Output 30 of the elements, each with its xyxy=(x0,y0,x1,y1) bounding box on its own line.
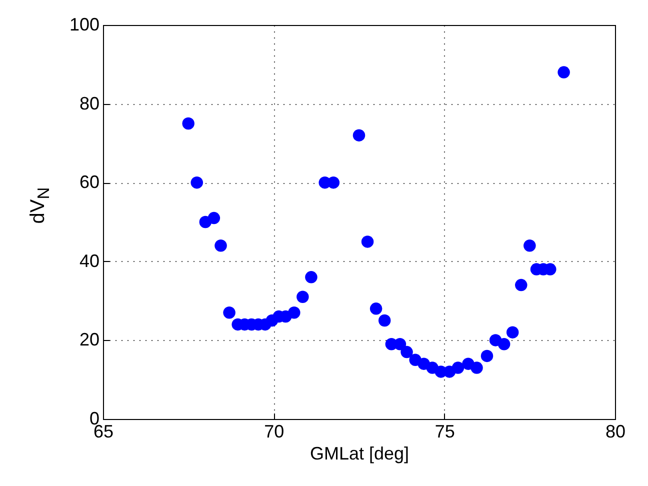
point xyxy=(305,271,318,284)
point xyxy=(214,240,227,252)
point xyxy=(400,346,413,358)
y-tick-label: 20 xyxy=(79,330,100,350)
x-tick-label: 75 xyxy=(434,422,455,442)
point xyxy=(515,278,528,292)
y-tick-label: 100 xyxy=(69,14,100,34)
point xyxy=(506,326,519,338)
x-tick-label: 80 xyxy=(605,422,626,442)
point xyxy=(182,117,194,130)
y-tick-label: 40 xyxy=(79,250,100,271)
point xyxy=(524,240,536,252)
y-tick-label: 80 xyxy=(79,93,100,114)
x-axis-title: GMLat [deg] xyxy=(310,444,410,464)
point xyxy=(452,362,464,374)
point xyxy=(378,314,391,327)
point xyxy=(190,176,203,189)
point xyxy=(361,236,374,248)
point xyxy=(498,338,510,350)
point xyxy=(288,306,300,319)
x-tick-label: 70 xyxy=(264,422,284,442)
point xyxy=(208,212,220,224)
point xyxy=(470,362,483,374)
point xyxy=(480,350,494,362)
point xyxy=(558,66,570,78)
point xyxy=(352,129,366,142)
point xyxy=(296,290,309,303)
point xyxy=(223,306,236,319)
point xyxy=(370,302,382,315)
y-tick-label: 60 xyxy=(79,172,100,192)
